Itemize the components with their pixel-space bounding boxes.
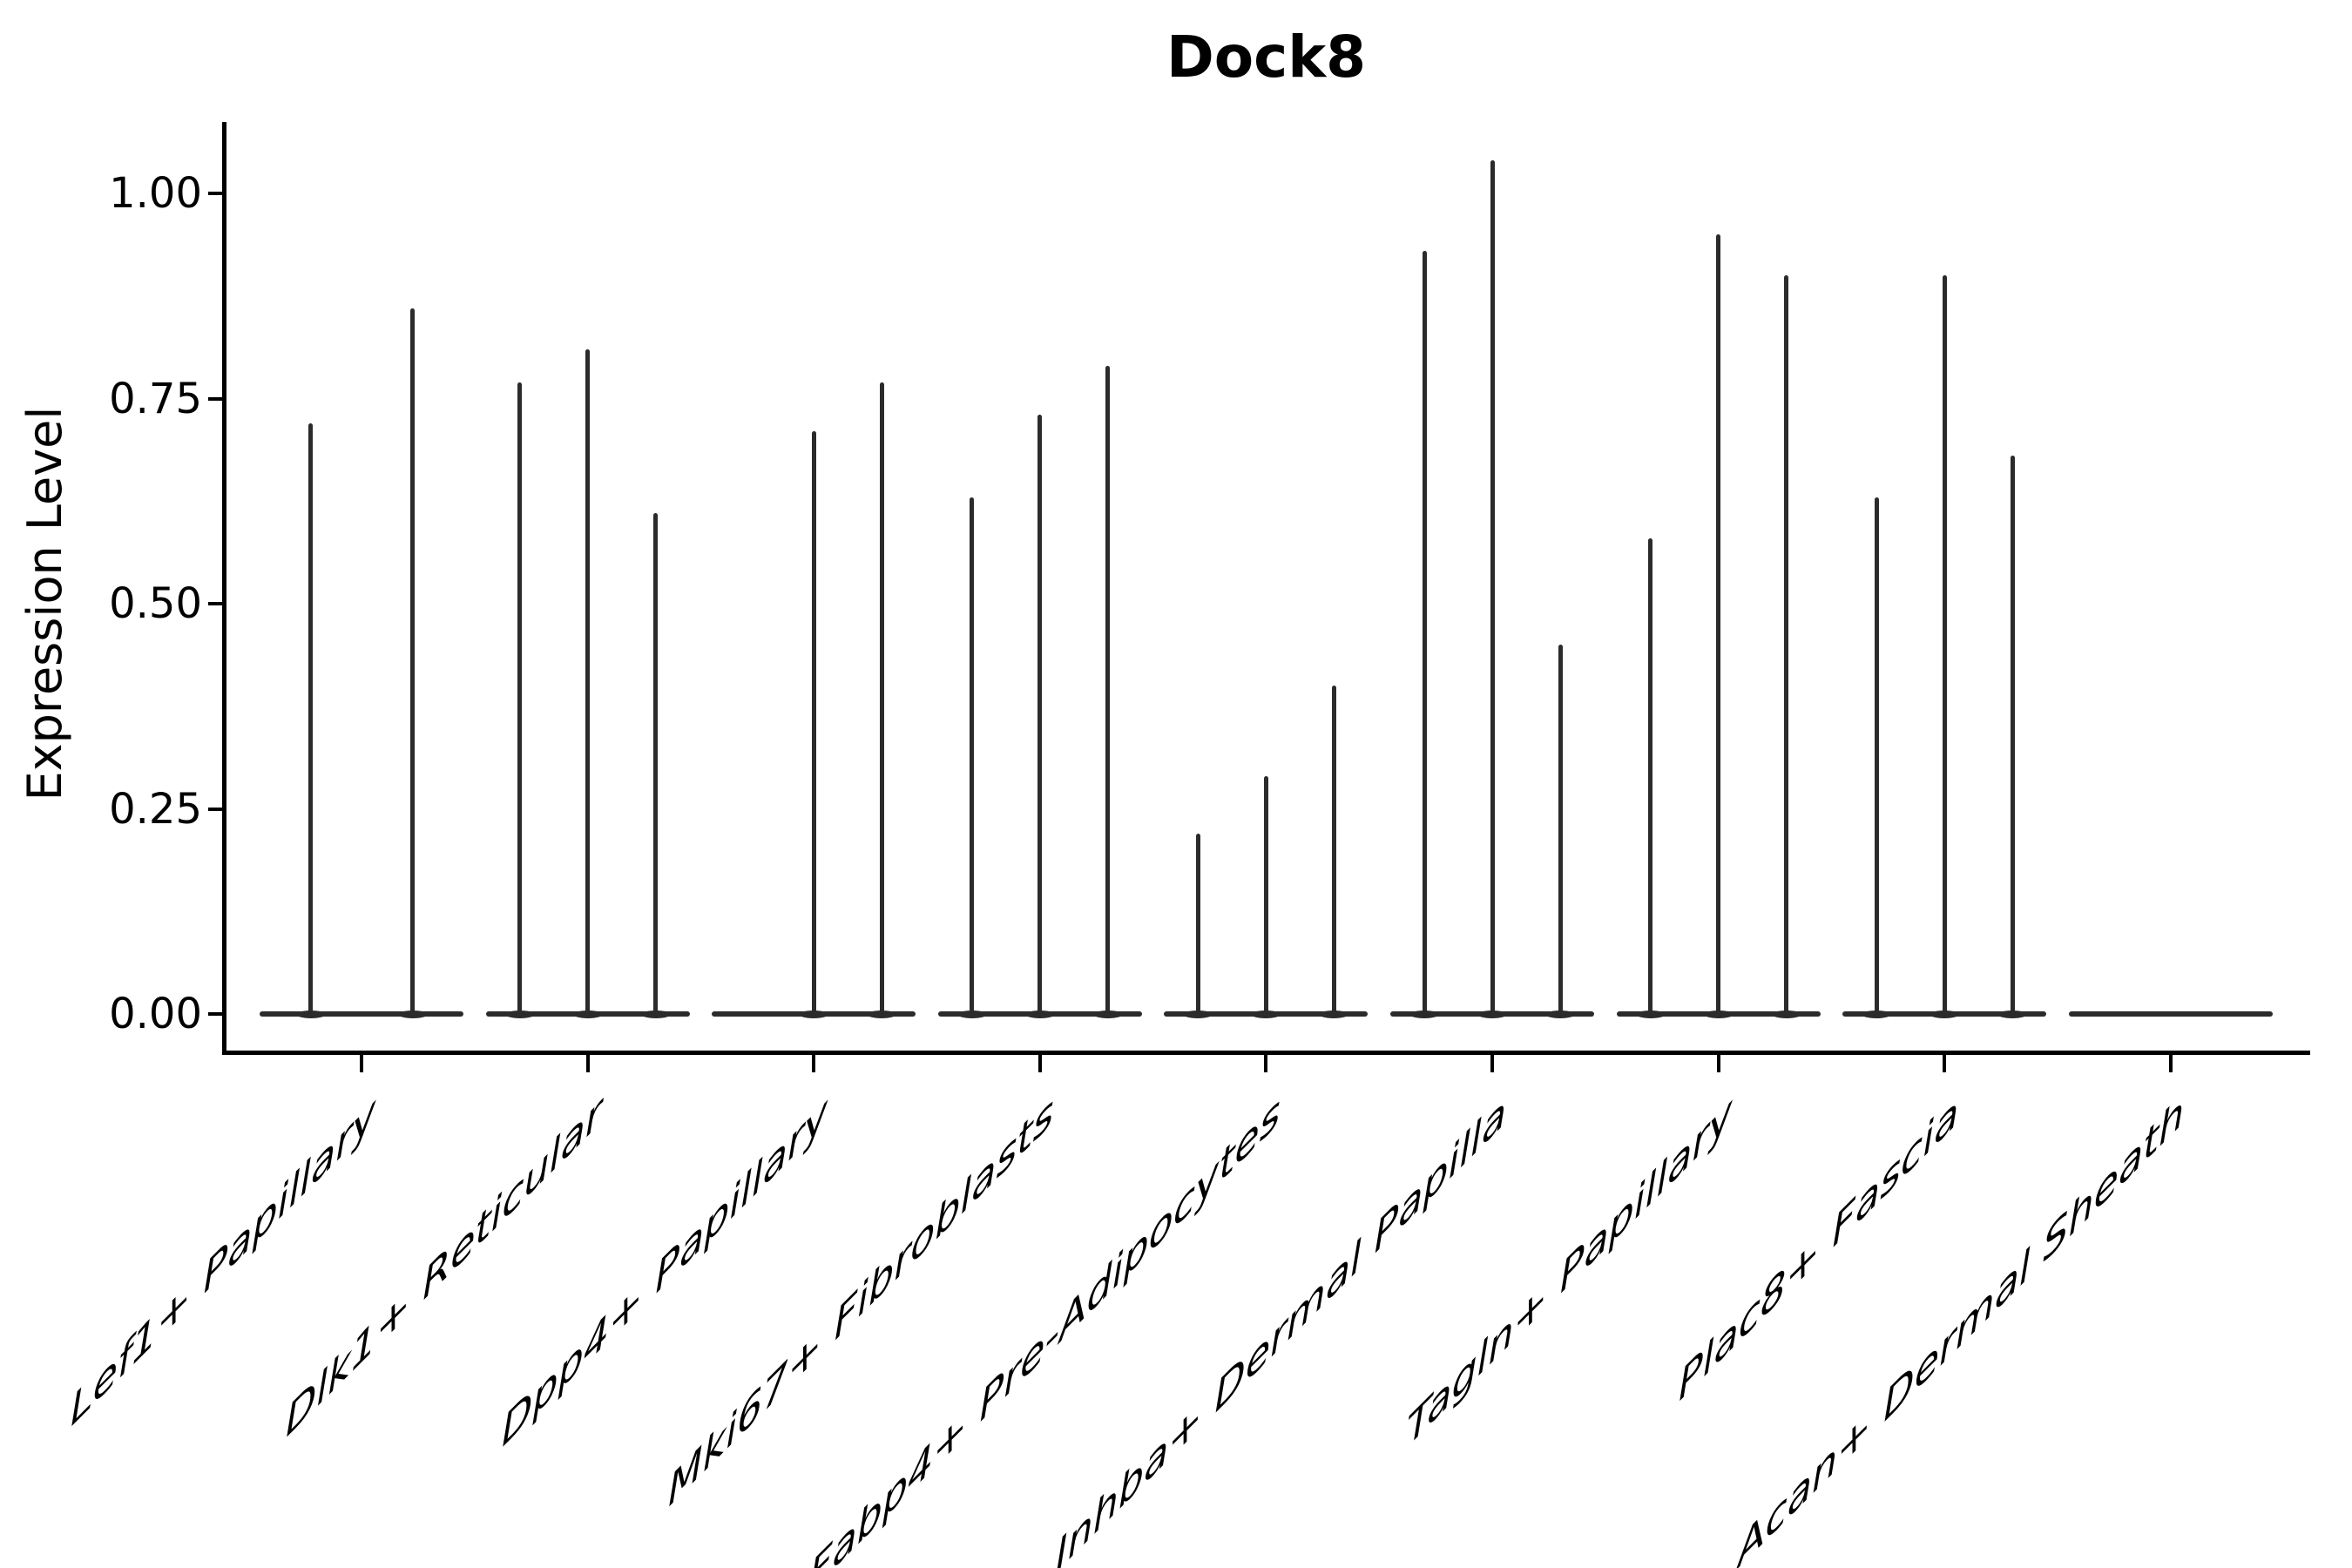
violin-spike (308, 422, 313, 1017)
y-tick-mark (208, 807, 222, 811)
y-tick-label: 0.25 (109, 784, 202, 834)
x-tick-mark (1490, 1055, 1494, 1072)
violin-spike (970, 497, 975, 1017)
x-tick-label: Acan+ Dermal Sheath (1738, 1085, 2185, 1568)
x-tick-label: Fabp4+ Pre-Adipocytes (808, 1085, 1281, 1568)
violin-spike (517, 382, 523, 1017)
violin-spike (1263, 775, 1268, 1017)
y-tick-mark (208, 602, 222, 605)
violin-spike (585, 348, 591, 1017)
y-tick-mark (208, 1012, 222, 1016)
x-tick-mark (2168, 1055, 2173, 1072)
violin-spike (653, 513, 659, 1017)
y-tick-label: 0.75 (109, 374, 202, 423)
violin-spike (879, 382, 884, 1017)
x-tick-label: Mki67+ Fibroblasts (668, 1085, 1054, 1517)
y-tick-label: 1.00 (109, 169, 202, 218)
violin-spike (1942, 275, 1947, 1017)
violin-spike (1874, 497, 1879, 1017)
violin-spike (1422, 250, 1427, 1017)
y-tick-mark (208, 192, 222, 195)
violin-spike (1648, 537, 1653, 1017)
y-axis-spine (222, 122, 226, 1055)
y-tick-label: 0.00 (109, 990, 202, 1038)
x-tick-label: Inhba+ Dermal Papilla (1055, 1085, 1506, 1568)
x-axis-spine (222, 1051, 2310, 1055)
violin-spike (811, 431, 816, 1017)
x-tick-mark (360, 1055, 363, 1072)
x-tick-mark (585, 1055, 590, 1072)
x-tick-mark (1037, 1055, 1042, 1072)
x-tick-mark (1716, 1055, 1720, 1072)
plot-title: Dock8 (1166, 24, 1367, 91)
y-tick-label: 0.50 (109, 579, 202, 628)
violin-spike (1037, 415, 1043, 1017)
x-tick-mark (1943, 1055, 1947, 1072)
violin-spike (410, 308, 415, 1017)
violin-spike (1558, 645, 1563, 1017)
violin-spike (1105, 365, 1111, 1017)
violin-baseline (2068, 1011, 2273, 1017)
y-tick-mark (208, 396, 222, 401)
violin-baseline (260, 1011, 463, 1017)
violin-spike (2010, 456, 2015, 1017)
violin-spike (1195, 833, 1200, 1017)
violin-spike (1784, 275, 1789, 1017)
violin-spike (1490, 160, 1495, 1017)
x-tick-mark (1264, 1055, 1268, 1072)
violin-spike (1331, 686, 1336, 1017)
x-tick-mark (812, 1055, 816, 1072)
violin-spike (1716, 234, 1721, 1017)
